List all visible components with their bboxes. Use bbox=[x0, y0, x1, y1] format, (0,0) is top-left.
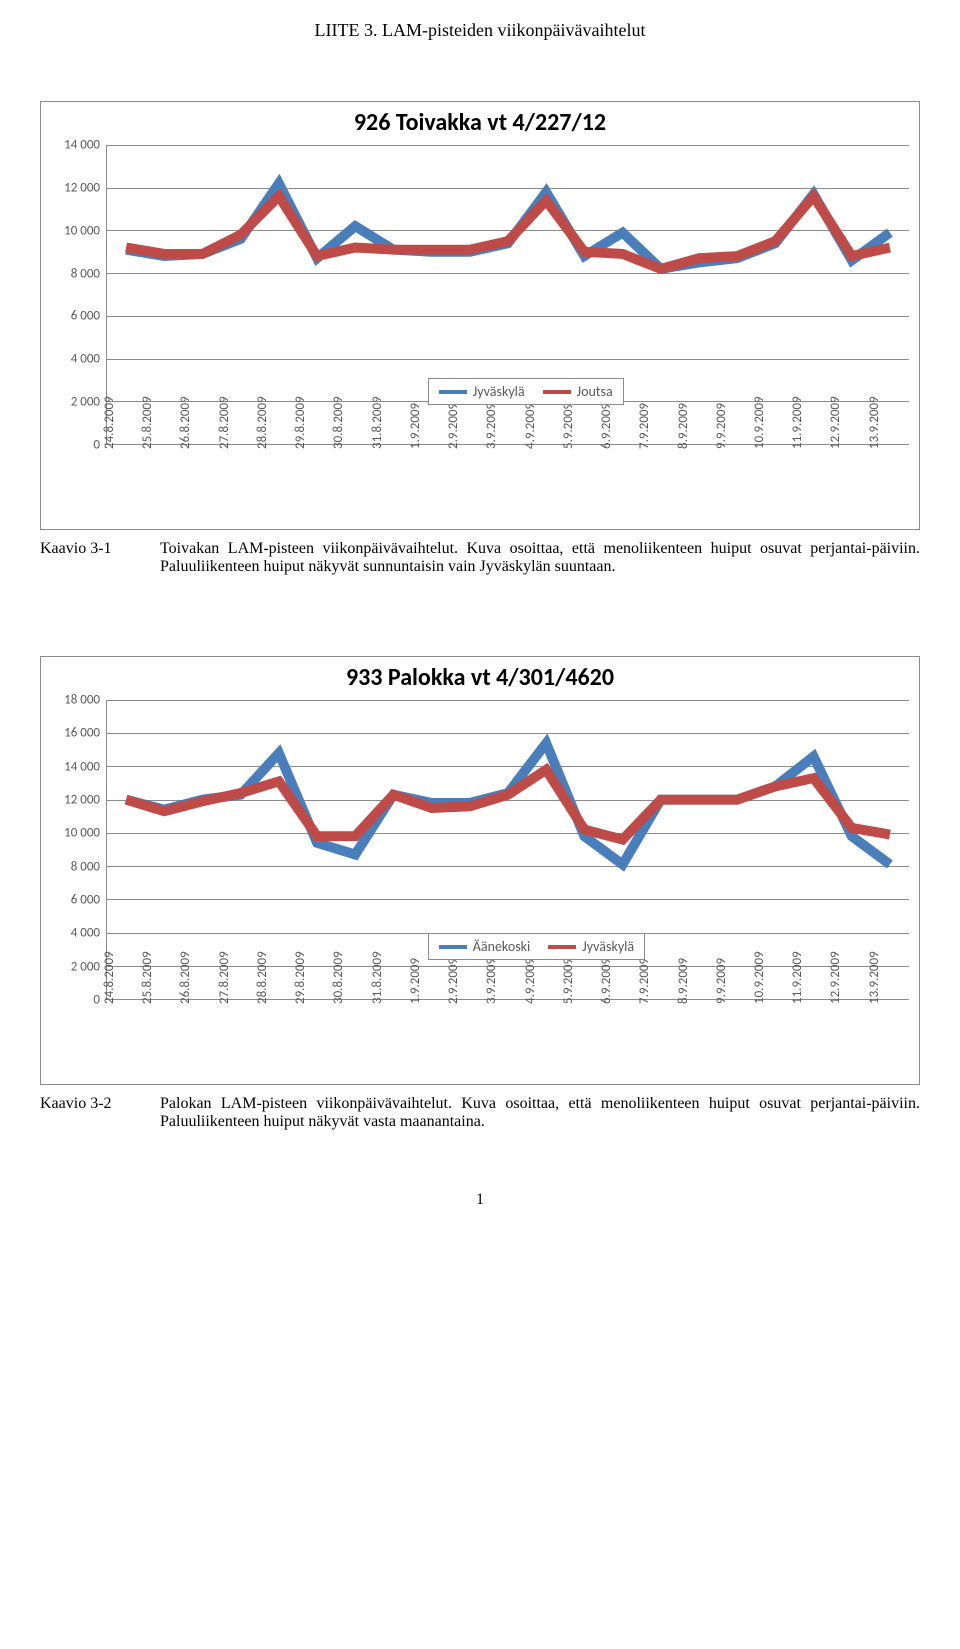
series-line bbox=[126, 196, 890, 269]
x-tick-label: 13.9.2009 bbox=[871, 445, 909, 525]
x-tick-label: 8.9.2009 bbox=[680, 445, 718, 525]
x-tick-label: 6.9.2009 bbox=[603, 445, 641, 525]
x-tick-label: 11.9.2009 bbox=[794, 445, 832, 525]
y-tick-label: 4 000 bbox=[71, 926, 100, 941]
y-tick-label: 14 000 bbox=[64, 759, 100, 774]
x-tick-label: 3.9.2009 bbox=[488, 445, 526, 525]
x-tick-label: 24.8.2009 bbox=[106, 1000, 144, 1080]
x-tick-label: 4.9.2009 bbox=[527, 1000, 565, 1080]
legend-swatch bbox=[548, 945, 576, 949]
x-tick-label: 6.9.2009 bbox=[603, 1000, 641, 1080]
legend-item: Jyväskylä bbox=[548, 938, 634, 955]
caption-2-text: Palokan LAM-pisteen viikonpäivävaihtelut… bbox=[160, 1095, 920, 1131]
chart-2-x-axis: 24.8.200925.8.200926.8.200927.8.200928.8… bbox=[106, 1000, 909, 1080]
x-tick-label: 28.8.2009 bbox=[259, 1000, 297, 1080]
x-tick-label: 1.9.2009 bbox=[412, 445, 450, 525]
legend-item: Äänekoski bbox=[439, 938, 530, 955]
legend-swatch bbox=[543, 390, 571, 394]
chart-2-y-axis: 02 0004 0006 0008 00010 00012 00014 0001… bbox=[51, 700, 106, 1000]
chart-1-y-axis: 02 0004 0006 0008 00010 00012 00014 000 bbox=[51, 145, 106, 445]
y-tick-label: 18 000 bbox=[64, 693, 100, 708]
x-tick-label: 5.9.2009 bbox=[565, 445, 603, 525]
x-tick-label: 30.8.2009 bbox=[335, 445, 373, 525]
series-line bbox=[126, 183, 890, 268]
chart-1-x-axis: 24.8.200925.8.200926.8.200927.8.200928.8… bbox=[106, 445, 909, 525]
x-tick-label: 26.8.2009 bbox=[182, 445, 220, 525]
y-tick-label: 12 000 bbox=[64, 793, 100, 808]
x-tick-label: 13.9.2009 bbox=[871, 1000, 909, 1080]
y-tick-label: 0 bbox=[93, 993, 100, 1008]
x-tick-label: 29.8.2009 bbox=[297, 445, 335, 525]
x-tick-label: 8.9.2009 bbox=[680, 1000, 718, 1080]
x-tick-label: 25.8.2009 bbox=[144, 1000, 182, 1080]
legend-item: Jyväskylä bbox=[439, 383, 525, 400]
x-tick-label: 26.8.2009 bbox=[182, 1000, 220, 1080]
x-tick-label: 7.9.2009 bbox=[641, 1000, 679, 1080]
x-tick-label: 27.8.2009 bbox=[221, 1000, 259, 1080]
x-tick-label: 27.8.2009 bbox=[221, 445, 259, 525]
legend-label: Äänekoski bbox=[473, 938, 530, 955]
x-tick-label: 10.9.2009 bbox=[756, 1000, 794, 1080]
page-number: 1 bbox=[40, 1191, 920, 1209]
series-line bbox=[126, 743, 890, 864]
x-tick-label: 3.9.2009 bbox=[488, 1000, 526, 1080]
y-tick-label: 4 000 bbox=[71, 352, 100, 367]
x-tick-label: 2.9.2009 bbox=[450, 445, 488, 525]
legend-label: Jyväskylä bbox=[582, 938, 634, 955]
y-tick-label: 8 000 bbox=[71, 266, 100, 281]
caption-1: Kaavio 3-1 Toivakan LAM-pisteen viikonpä… bbox=[40, 540, 920, 576]
legend-label: Jyväskylä bbox=[473, 383, 525, 400]
legend-swatch bbox=[439, 945, 467, 949]
caption-2: Kaavio 3-2 Palokan LAM-pisteen viikonpäi… bbox=[40, 1095, 920, 1131]
x-tick-label: 24.8.2009 bbox=[106, 445, 144, 525]
chart-1-legend: Jyväskylä Joutsa bbox=[428, 378, 624, 405]
x-tick-label: 30.8.2009 bbox=[335, 1000, 373, 1080]
x-tick-label: 29.8.2009 bbox=[297, 1000, 335, 1080]
x-tick-label: 12.9.2009 bbox=[832, 445, 870, 525]
chart-1-title: 926 Toivakka vt 4/227/12 bbox=[51, 108, 909, 137]
x-tick-label: 5.9.2009 bbox=[565, 1000, 603, 1080]
y-tick-label: 14 000 bbox=[64, 138, 100, 153]
legend-item: Joutsa bbox=[543, 383, 613, 400]
x-tick-label: 10.9.2009 bbox=[756, 445, 794, 525]
y-tick-label: 10 000 bbox=[64, 223, 100, 238]
y-tick-label: 2 000 bbox=[71, 395, 100, 410]
y-tick-label: 6 000 bbox=[71, 893, 100, 908]
y-tick-label: 12 000 bbox=[64, 180, 100, 195]
y-tick-label: 2 000 bbox=[71, 959, 100, 974]
x-tick-label: 9.9.2009 bbox=[718, 445, 756, 525]
x-tick-label: 31.8.2009 bbox=[374, 445, 412, 525]
x-tick-label: 25.8.2009 bbox=[144, 445, 182, 525]
x-tick-label: 9.9.2009 bbox=[718, 1000, 756, 1080]
x-tick-label: 1.9.2009 bbox=[412, 1000, 450, 1080]
caption-2-label: Kaavio 3-2 bbox=[40, 1095, 160, 1131]
x-tick-label: 2.9.2009 bbox=[450, 1000, 488, 1080]
y-tick-label: 6 000 bbox=[71, 309, 100, 324]
page-title: LIITE 3. LAM-pisteiden viikonpäivävaihte… bbox=[40, 20, 920, 41]
chart-2-legend: Äänekoski Jyväskylä bbox=[428, 933, 645, 960]
chart-2: 933 Palokka vt 4/301/4620 0 2 000 4 000 6 0… bbox=[40, 656, 920, 1085]
y-tick-label: 0 bbox=[93, 438, 100, 453]
legend-label: Joutsa bbox=[577, 383, 613, 400]
x-tick-label: 7.9.2009 bbox=[641, 445, 679, 525]
x-tick-label: 4.9.2009 bbox=[527, 445, 565, 525]
chart-1: 926 Toivakka vt 4/227/12 0 2 000 4 000 6 00… bbox=[40, 101, 920, 530]
caption-1-text: Toivakan LAM-pisteen viikonpäivävaihtelu… bbox=[160, 540, 920, 576]
caption-1-label: Kaavio 3-1 bbox=[40, 540, 160, 576]
chart-2-title: 933 Palokka vt 4/301/4620 bbox=[51, 663, 909, 692]
y-tick-label: 16 000 bbox=[64, 726, 100, 741]
y-tick-label: 8 000 bbox=[71, 859, 100, 874]
legend-swatch bbox=[439, 390, 467, 394]
x-tick-label: 11.9.2009 bbox=[794, 1000, 832, 1080]
x-tick-label: 12.9.2009 bbox=[832, 1000, 870, 1080]
x-tick-label: 31.8.2009 bbox=[374, 1000, 412, 1080]
y-tick-label: 10 000 bbox=[64, 826, 100, 841]
x-tick-label: 28.8.2009 bbox=[259, 445, 297, 525]
